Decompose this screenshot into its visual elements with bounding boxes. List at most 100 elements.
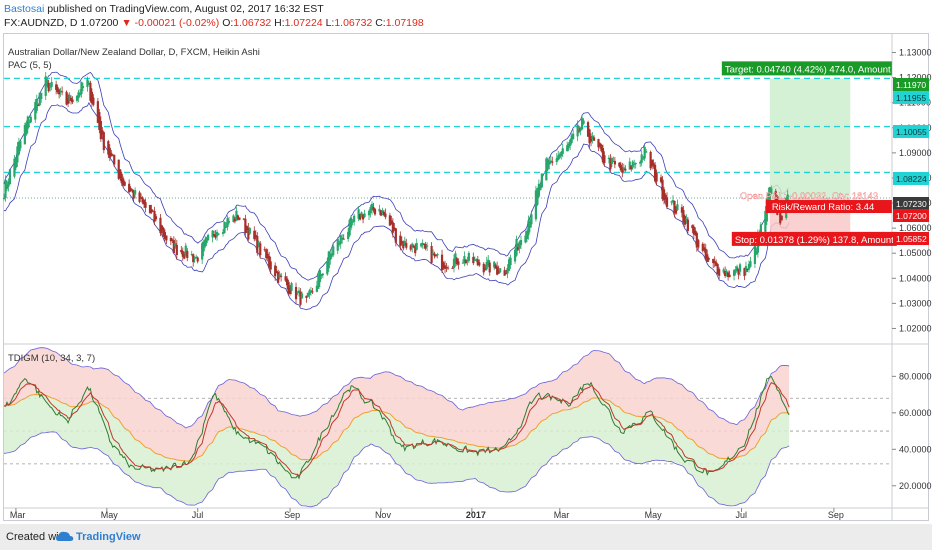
candle-body [572, 133, 575, 140]
candle-body [254, 234, 257, 238]
risk-reward-label: Risk/Reward Ratio: 3.44 [772, 202, 874, 213]
candle-body [113, 154, 116, 165]
candle-body [296, 292, 299, 294]
footer: Created with TradingView [0, 524, 932, 550]
candle-body [472, 256, 475, 264]
candle-body [248, 228, 251, 234]
candle-body [518, 241, 521, 249]
candle-body [686, 219, 689, 231]
candle-body [382, 211, 386, 216]
candle-body [390, 220, 393, 225]
candle-body [361, 214, 365, 220]
candle-body [670, 201, 673, 203]
chart-header: Bastosai published on TradingView.com, A… [0, 0, 932, 32]
candle-body [713, 260, 716, 264]
candle-body [549, 160, 552, 163]
pac-bands [3, 71, 790, 311]
candle-body [673, 200, 676, 213]
candle-body [640, 154, 643, 163]
candle-body [728, 274, 731, 278]
time-tick-label: Sep [284, 510, 300, 520]
candle-body [558, 154, 561, 158]
candle-body [181, 251, 184, 257]
candle-body [151, 210, 155, 212]
candle-body [388, 215, 391, 226]
candle-body [393, 227, 396, 230]
candle-body [454, 253, 457, 264]
candle-body [294, 286, 298, 300]
candle-body [612, 160, 615, 162]
candle-body [378, 208, 381, 212]
ohlc-line: FX:AUDNZD, D 1.07200 ▼ -0.00021 (-0.02%)… [4, 17, 424, 29]
candle-body [201, 243, 204, 260]
price-tick-label: 1.02000 [899, 323, 932, 333]
candle-body [493, 261, 496, 268]
candle-body [561, 148, 564, 154]
price-tag: 1.08224 [896, 174, 927, 184]
candle-body [732, 270, 736, 276]
candle-body [603, 155, 606, 163]
candle-body [774, 191, 777, 201]
candle-body [268, 256, 271, 267]
candle-body [175, 244, 178, 255]
open-label: O: [222, 17, 234, 29]
candle-body [190, 254, 193, 256]
candle-body [315, 285, 318, 292]
candle-body [551, 161, 554, 163]
candle-body [631, 161, 634, 168]
price-tag: 1.07200 [896, 211, 927, 221]
candle-body [37, 104, 40, 106]
created-with-text: Created with [6, 531, 68, 543]
candle-body [107, 141, 110, 155]
tdi-fast-line [3, 375, 790, 480]
candle-body [426, 245, 429, 247]
candle-body [183, 253, 186, 259]
candle-body [89, 82, 92, 101]
candle-body [473, 259, 476, 261]
candle-body [515, 238, 518, 256]
candle-body [172, 240, 175, 254]
candle-body [755, 250, 758, 255]
chart-svg[interactable]: 1.130001.120001.110001.100001.090001.080… [0, 0, 932, 524]
candle-body [467, 252, 470, 261]
candle-body [446, 267, 450, 269]
candle-body [588, 129, 591, 144]
candle-body [327, 251, 330, 269]
candle-body [591, 135, 594, 139]
time-tick-label: Mar [10, 510, 26, 520]
candle-body [131, 189, 134, 192]
price-tick-label: 1.06000 [899, 223, 932, 233]
tradingview-brand[interactable]: TradingView [76, 531, 141, 543]
candle-body [642, 158, 645, 160]
candle-body [96, 101, 99, 123]
candle-body [290, 283, 293, 291]
candle-body [326, 261, 329, 275]
candle-body [662, 189, 666, 201]
open-pl-label: Open P&L: -0.00032, Qty: 18143 [740, 191, 878, 202]
candle-body [300, 293, 304, 299]
candle-body [80, 81, 83, 95]
candle-body [770, 188, 773, 195]
candle-body [102, 132, 105, 151]
candle-body [415, 243, 418, 250]
candle-body [253, 230, 256, 240]
candle-body [90, 91, 94, 104]
candle-body [186, 250, 189, 259]
candle-body [555, 158, 558, 163]
candle-body [134, 190, 137, 195]
author-link[interactable]: Bastosai [4, 3, 45, 15]
candle-body [674, 206, 678, 214]
candle-body [457, 261, 460, 265]
candle-body [485, 261, 488, 270]
candle-body [38, 92, 41, 106]
candle-body [184, 245, 187, 257]
price-tag-bg [893, 197, 929, 210]
symbol-label: FX:AUDNZD, D [4, 17, 78, 29]
candle-body [597, 139, 600, 148]
target-label: Target: 0.04740 (4.42%) 474.0, Amount [725, 64, 891, 75]
candle-body [659, 177, 663, 183]
candle-body [476, 259, 479, 266]
candle-body [379, 210, 383, 216]
candle-body [691, 225, 694, 229]
candle-body [192, 254, 195, 263]
